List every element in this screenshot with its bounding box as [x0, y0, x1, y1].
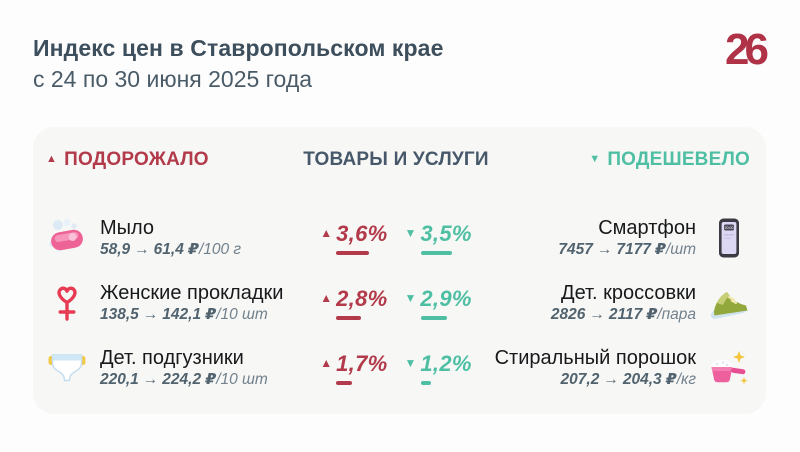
percent-up-value: 3,6% [336, 220, 388, 246]
list-item-washing-powder: Стиральный порошок 207,2 → 204,3 ₽/кг [491, 345, 750, 390]
up-triangle-icon: ▲ [320, 225, 333, 240]
smartphone-screen-time: 20:00 [725, 226, 734, 230]
arrow-icon: → [589, 305, 605, 323]
price-from: 58,9 [100, 240, 131, 258]
column-header-decreased: ▼ ПОДЕШЕВЕЛО [491, 149, 750, 171]
item-text: Дет. кроссовки 2826 → 2117 ₽/пара [551, 281, 696, 325]
percent-up-bar [336, 315, 362, 320]
column-header-decreased-label: ПОДЕШЕВЕЛО [607, 149, 750, 170]
female-heart-icon [46, 282, 88, 324]
item-name: Дет. кроссовки [561, 281, 696, 304]
item-price: 220,1 → 224,2 ₽/10 шт [100, 370, 268, 390]
item-text: Женские прокладки 138,5 → 142,1 ₽/10 шт [100, 281, 283, 325]
item-price: 7457 → 7177 ₽/шт [558, 240, 696, 260]
list-item-smartphone: Смартфон 7457 → 7177 ₽/шт 20:00 [491, 215, 750, 260]
smartphone-icon: 20:00 [708, 217, 750, 259]
item-price: 58,9 → 61,4 ₽/100 г [100, 240, 241, 260]
page-title: Индекс цен в Ставропольском крае [33, 35, 444, 61]
down-triangle-icon: ▼ [589, 153, 601, 165]
soap-icon [46, 217, 88, 259]
list-item-pads: Женские прокладки 138,5 → 142,1 ₽/10 шт [46, 280, 301, 325]
up-triangle-icon: ▲ [46, 153, 58, 165]
percent-down-value: 2,9% [420, 285, 472, 311]
item-text: Стиральный порошок 207,2 → 204,3 ₽/кг [495, 346, 696, 390]
item-text: Дет. подгузники 220,1 → 224,2 ₽/10 шт [100, 346, 268, 390]
price-index-card: ▲ ПОДОРОЖАЛО ТОВАРЫ И УСЛУГИ ▼ ПОДЕШЕВЕЛ… [33, 127, 766, 414]
up-triangle-icon: ▲ [320, 355, 333, 370]
percent-up-value: 2,8% [336, 285, 388, 311]
price-unit: /пара [657, 305, 696, 323]
price-from: 220,1 [100, 370, 139, 388]
percent-row-3: ▲ 1,7% ▼ 1,2% [301, 345, 491, 390]
item-price: 2826 → 2117 ₽/пара [551, 305, 696, 325]
price-from: 7457 [558, 240, 593, 258]
price-unit: /кг [676, 370, 696, 388]
price-from: 2826 [550, 305, 586, 323]
price-unit: /10 шт [216, 370, 268, 388]
column-header-increased-label: ПОДОРОЖАЛО [64, 149, 209, 170]
list-item-sneakers: Дет. кроссовки 2826 → 2117 ₽/пара [491, 280, 750, 325]
column-header-goods-label: ТОВАРЫ И УСЛУГИ [303, 149, 489, 170]
sneaker-icon [708, 282, 750, 324]
item-text: Мыло 58,9 → 61,4 ₽/100 г [100, 216, 241, 260]
arrow-icon: → [142, 305, 159, 323]
price-unit: /100 г [198, 240, 242, 258]
percent-down-bar [420, 380, 432, 385]
percent-down-group: ▼ 2,9% [405, 286, 472, 320]
percent-up-group: ▲ 2,8% [320, 286, 387, 320]
percent-down-value: 3,5% [420, 220, 472, 246]
percent-up-value: 1,7% [336, 350, 388, 376]
percent-down-bar [420, 315, 447, 320]
item-name: Женские прокладки [100, 281, 284, 304]
arrow-icon: → [142, 370, 159, 388]
price-to: 204,3 ₽ [622, 370, 677, 388]
down-triangle-icon: ▼ [404, 290, 417, 305]
list-item-diapers: Дет. подгузники 220,1 → 224,2 ₽/10 шт [46, 345, 301, 390]
percent-down-group: ▼ 1,2% [405, 351, 472, 385]
diaper-icon [46, 347, 88, 389]
page-header: Индекс цен в Ставропольском крае с 24 по… [33, 33, 443, 95]
price-unit: /10 шт [216, 305, 268, 323]
percent-up-group: ▲ 1,7% [320, 351, 387, 385]
up-triangle-icon: ▲ [320, 290, 333, 305]
item-text: Смартфон 7457 → 7177 ₽/шт [558, 216, 696, 260]
item-name: Стиральный порошок [494, 346, 696, 369]
percent-up-bar [336, 380, 352, 385]
list-item-soap: Мыло 58,9 → 61,4 ₽/100 г [46, 215, 301, 260]
price-from: 207,2 [560, 370, 600, 388]
item-name: Дет. подгузники [100, 346, 244, 369]
logo-26: 26 [725, 25, 769, 74]
percent-down-value: 1,2% [420, 350, 472, 376]
arrow-icon: → [596, 240, 613, 258]
percent-down-group: ▼ 3,5% [405, 221, 472, 255]
down-triangle-icon: ▼ [404, 225, 417, 240]
item-price: 138,5 → 142,1 ₽/10 шт [100, 305, 283, 325]
percent-down-bar [420, 250, 452, 255]
item-name: Мыло [100, 216, 155, 239]
price-to: 2117 ₽ [608, 305, 658, 323]
percent-up-group: ▲ 3,6% [320, 221, 387, 255]
price-to: 142,1 ₽ [162, 305, 217, 323]
price-unit: /шт [665, 240, 696, 258]
percent-up-bar [336, 250, 369, 255]
percent-row-1: ▲ 3,6% ▼ 3,5% [301, 215, 491, 260]
down-triangle-icon: ▼ [404, 355, 417, 370]
arrow-icon: → [134, 240, 150, 258]
price-to: 61,4 ₽ [153, 240, 199, 258]
price-to: 224,2 ₽ [162, 370, 217, 388]
percent-row-2: ▲ 2,8% ▼ 2,9% [301, 280, 491, 325]
price-to: 7177 ₽ [616, 240, 666, 258]
column-header-goods: ТОВАРЫ И УСЛУГИ [301, 149, 491, 171]
page-subtitle: с 24 по 30 июня 2025 года [33, 66, 313, 92]
price-from: 138,5 [100, 305, 139, 323]
arrow-icon: → [603, 370, 619, 388]
item-name: Смартфон [598, 216, 696, 239]
column-header-increased: ▲ ПОДОРОЖАЛО [46, 149, 301, 171]
powder-scoop-icon [708, 347, 750, 389]
item-price: 207,2 → 204,3 ₽/кг [561, 370, 696, 390]
